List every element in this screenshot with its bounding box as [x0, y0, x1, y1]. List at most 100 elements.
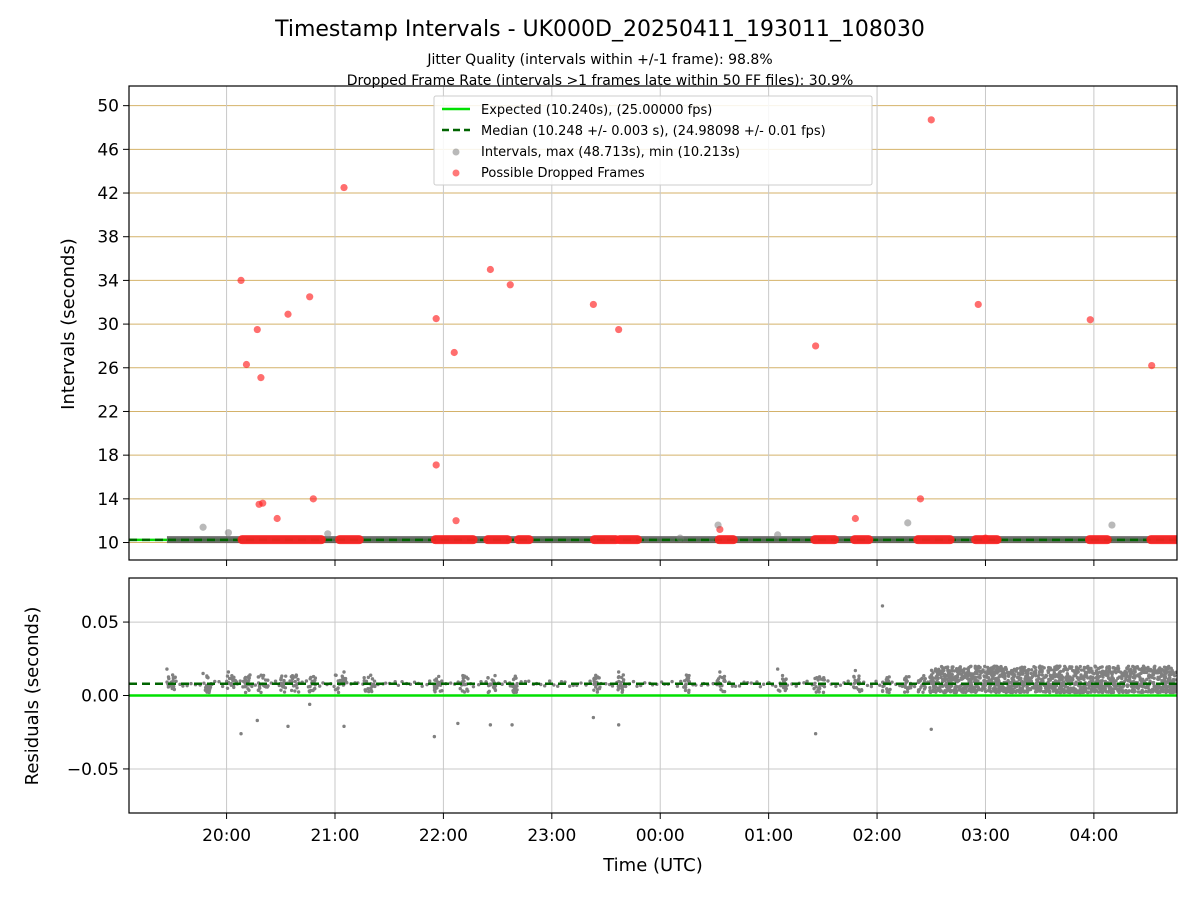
residual-point [1009, 690, 1013, 694]
residual-point [931, 689, 935, 693]
residual-point [1165, 685, 1169, 689]
residual-point [1046, 665, 1051, 670]
residual-point [434, 677, 439, 681]
residual-point [834, 684, 838, 688]
residual-point [461, 676, 466, 680]
residual-point [201, 671, 205, 676]
residual-point [225, 674, 230, 678]
residual-point [1132, 673, 1136, 677]
residual-point [922, 673, 926, 678]
residual-point [239, 731, 243, 736]
residual-point [1174, 690, 1177, 694]
residual-point [937, 669, 941, 674]
residual-point [1105, 684, 1110, 688]
residual-point [802, 681, 806, 685]
residual-point [884, 677, 889, 682]
x-tick-label: 04:00 [1069, 826, 1118, 846]
dropped-frame-point [242, 360, 251, 369]
residual-point [813, 731, 818, 736]
residual-point [437, 674, 441, 679]
dropped-frame-point [851, 514, 859, 523]
residual-point [1107, 677, 1112, 681]
residual-point [621, 673, 625, 677]
residual-point [805, 679, 809, 684]
residual-point [960, 673, 964, 677]
residual-point [940, 671, 945, 676]
residual-point [623, 684, 628, 689]
residual-point [243, 685, 247, 689]
residual-point [1101, 685, 1105, 689]
residual-point [1121, 685, 1125, 689]
residual-point [1025, 690, 1030, 694]
residual-point [952, 669, 957, 673]
residual-point [1127, 689, 1131, 693]
residual-point [1004, 690, 1008, 695]
dropped-frame-point [452, 517, 460, 525]
residual-point [1110, 677, 1115, 682]
residual-point [296, 690, 301, 694]
residual-point [1064, 666, 1068, 670]
residual-point [904, 680, 909, 684]
residual-point [1169, 666, 1173, 671]
residual-point [1071, 668, 1075, 673]
residual-point [1173, 687, 1177, 692]
residual-point [934, 669, 938, 673]
residual-point [687, 688, 691, 693]
y-tick-label: 22 [97, 402, 119, 422]
residual-point [1044, 673, 1048, 678]
residual-point [591, 715, 596, 720]
dropped-frame-point [812, 342, 820, 350]
residual-point [938, 685, 942, 690]
residual-points [165, 604, 1177, 739]
residual-point [225, 686, 230, 690]
residual-point [595, 690, 600, 694]
residual-point [456, 721, 460, 726]
residual-point [1154, 685, 1158, 689]
residual-point [1040, 673, 1045, 677]
legend-intervals-label: Intervals, max (48.713s), min (10.213s) [481, 145, 740, 160]
residual-point [1147, 673, 1151, 677]
residual-point [1064, 676, 1068, 680]
residual-point [207, 686, 212, 690]
residual-point [992, 688, 996, 693]
residual-point [1127, 678, 1131, 683]
residual-point [1087, 686, 1091, 690]
y-tick-label: 26 [97, 359, 119, 379]
residual-point [543, 684, 547, 688]
residual-point [292, 675, 297, 679]
residual-point [515, 684, 519, 688]
residual-point [973, 675, 978, 679]
residual-point [890, 680, 894, 684]
legend-box [433, 95, 873, 186]
residual-point [1111, 687, 1115, 691]
x-tick-label: 00:00 [636, 826, 685, 846]
residual-point [1050, 686, 1055, 690]
residual-point [345, 681, 349, 685]
residual-point [243, 690, 248, 695]
x-tick-label: 22:00 [419, 826, 468, 846]
residual-point [336, 679, 340, 683]
residual-point [955, 669, 960, 674]
residual-point [1006, 678, 1010, 683]
residual-point [1042, 676, 1046, 680]
dropped-frame-point [432, 315, 440, 323]
residual-point [983, 664, 987, 669]
residual-point [635, 684, 639, 688]
residual-point [309, 688, 313, 693]
residual-point [929, 727, 933, 731]
residual-point [819, 677, 823, 681]
residual-point [813, 681, 817, 686]
residual-point [853, 668, 858, 673]
residual-point [306, 685, 311, 689]
residual-point [317, 684, 322, 688]
residual-point [486, 690, 490, 695]
residual-point [370, 677, 375, 681]
residual-point [295, 686, 299, 690]
legend-intervals-swatch [452, 148, 460, 156]
residual-point [1152, 669, 1156, 674]
residual-point [929, 679, 933, 683]
residual-point [321, 681, 325, 685]
residual-point [592, 682, 596, 686]
residual-point [307, 702, 312, 707]
residual-point [888, 687, 892, 692]
